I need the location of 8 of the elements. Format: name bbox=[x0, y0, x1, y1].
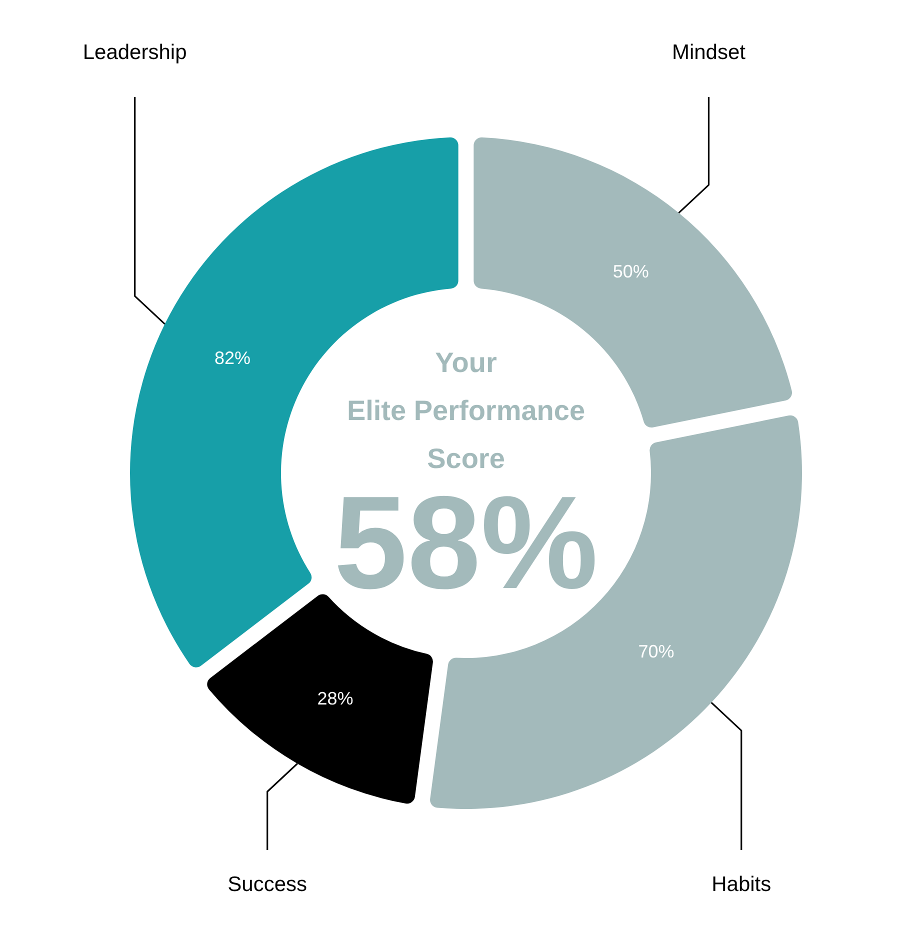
data-label: 28% bbox=[317, 688, 354, 709]
data-label: 82% bbox=[214, 348, 251, 368]
slice-label: Leadership bbox=[82, 41, 187, 64]
slice-label: Success bbox=[228, 873, 308, 896]
data-label: 70% bbox=[638, 641, 674, 662]
slice-label: Habits bbox=[712, 873, 772, 896]
slice-label: Mindset bbox=[672, 41, 746, 64]
data-label: 50% bbox=[612, 262, 649, 282]
